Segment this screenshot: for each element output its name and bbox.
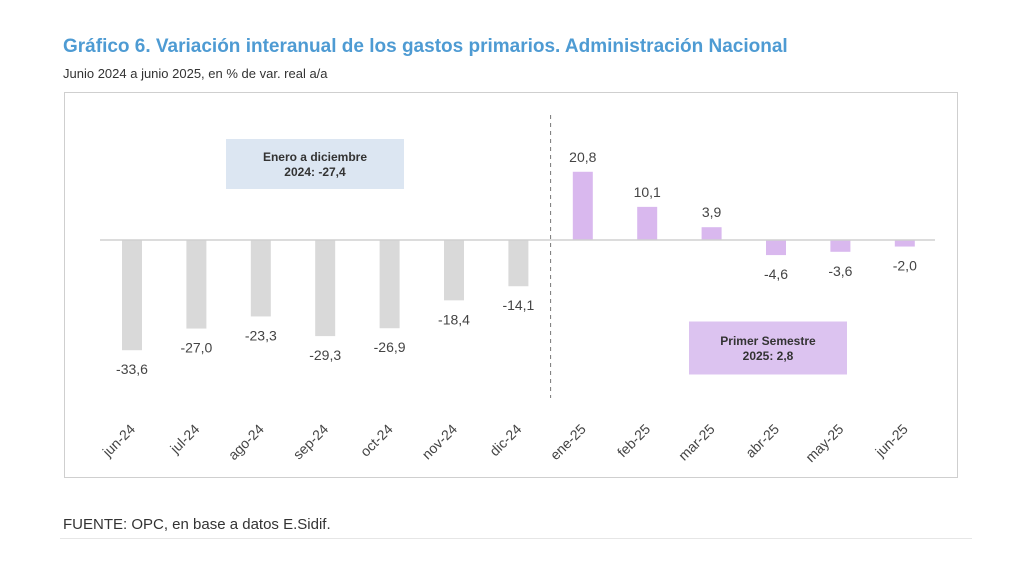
annotation-2025-box <box>689 321 847 375</box>
value-label-jul-24: -27,0 <box>180 340 212 356</box>
value-label-ago-24: -23,3 <box>245 327 277 343</box>
x-tick-jul-24: jul-24 <box>166 421 202 457</box>
page-title: Gráfico 6. Variación interanual de los g… <box>63 36 788 57</box>
value-label-feb-25: 10,1 <box>634 184 661 200</box>
annotation-2024: Enero a diciembre 2024: -27,4 <box>226 139 404 189</box>
bar-nov-24 <box>444 240 464 301</box>
bar-sep-24 <box>315 240 336 337</box>
x-tick-jun-24: jun-24 <box>99 421 139 461</box>
annotation-2024-line1: Enero a diciembre <box>263 150 367 164</box>
bars-layer <box>122 171 915 351</box>
labels-layer: -33,6 -27,0 -23,3 -29,3 -26,9 -18,4 -14,1 20,8 1… <box>116 149 917 377</box>
bar-abr-25 <box>766 240 786 256</box>
bar-may-25 <box>830 240 851 252</box>
value-label-abr-25: -4,6 <box>764 266 788 282</box>
x-tick-jun-25: jun-25 <box>871 421 911 461</box>
bar-feb-25 <box>637 206 658 240</box>
bar-oct-24 <box>379 240 400 329</box>
x-tick-mar-25: mar-25 <box>675 421 718 464</box>
bar-mar-25 <box>701 227 722 240</box>
bar-jun-24 <box>122 240 142 351</box>
x-tick-abr-25: abr-25 <box>742 421 782 461</box>
value-label-ene-25: 20,8 <box>569 149 596 165</box>
bar-chart: -33,6 -27,0 -23,3 -29,3 -26,9 -18,4 -14,1 20,8 1… <box>99 115 935 465</box>
value-label-dic-24: -14,1 <box>502 297 534 313</box>
x-tick-labels: jun-24 jul-24 ago-24 sep-24 oct-24 nov-24 dic-… <box>99 421 911 465</box>
x-tick-dic-24: dic-24 <box>486 421 524 459</box>
value-label-jun-24: -33,6 <box>116 361 148 377</box>
x-tick-ago-24: ago-24 <box>225 421 267 463</box>
annotation-2025-line1: Primer Semestre <box>720 334 816 348</box>
bar-jul-24 <box>186 240 207 329</box>
annotation-2025: Primer Semestre 2025: 2,8 <box>689 321 847 375</box>
chart-frame: -33,6 -27,0 -23,3 -29,3 -26,9 -18,4 -14,1 20,8 1… <box>64 92 958 478</box>
x-tick-nov-24: nov-24 <box>419 421 461 463</box>
annotation-2025-line2: 2025: 2,8 <box>743 349 794 363</box>
value-label-nov-24: -18,4 <box>438 311 470 327</box>
x-tick-sep-24: sep-24 <box>290 421 332 463</box>
annotation-2024-line2: 2024: -27,4 <box>284 165 346 179</box>
x-tick-ene-25: ene-25 <box>547 421 589 463</box>
value-label-oct-24: -26,9 <box>374 339 406 355</box>
value-label-mar-25: 3,9 <box>702 204 722 220</box>
x-tick-may-25: may-25 <box>802 421 846 465</box>
x-tick-feb-25: feb-25 <box>614 421 654 461</box>
bar-ene-25 <box>572 171 593 240</box>
value-label-sep-24: -29,3 <box>309 347 341 363</box>
value-label-may-25: -3,6 <box>828 263 852 279</box>
bar-dic-24 <box>508 240 529 287</box>
bar-jun-25 <box>894 240 915 247</box>
bar-ago-24 <box>250 240 271 317</box>
page-subtitle: Junio 2024 a junio 2025, en % de var. re… <box>63 66 328 81</box>
value-label-jun-25: -2,0 <box>893 258 917 274</box>
annotation-2024-box <box>226 139 404 189</box>
x-tick-oct-24: oct-24 <box>357 421 396 460</box>
source-note: FUENTE: OPC, en base a datos E.Sidif. <box>63 516 331 533</box>
bottom-divider <box>60 538 972 539</box>
